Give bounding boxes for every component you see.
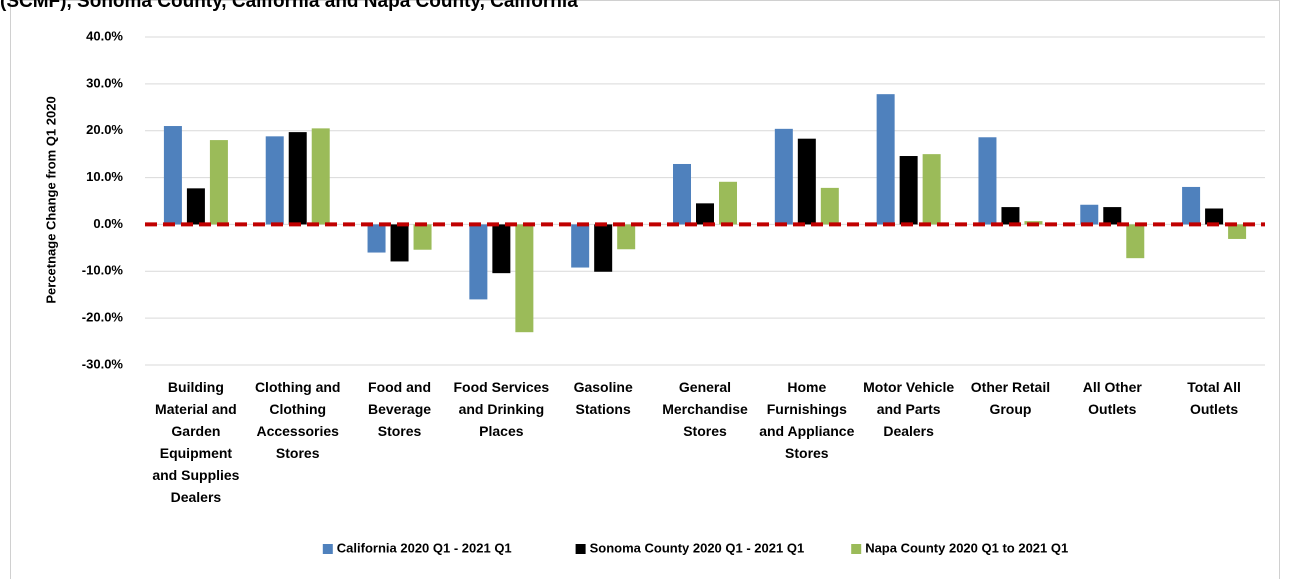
legend-swatch	[575, 544, 586, 554]
y-axis-title: Percetnage Change from Q1 2020	[43, 96, 58, 303]
bar	[922, 154, 941, 225]
bar	[390, 224, 409, 262]
chart-title: (SCMF), Sonoma County, California and Na…	[0, 0, 578, 12]
bar	[571, 224, 590, 268]
legend-swatch	[851, 544, 862, 554]
bar	[978, 137, 997, 225]
x-tick-label: Gasoline Stations	[573, 379, 633, 417]
bar	[288, 132, 307, 225]
bar	[492, 224, 511, 274]
bar	[673, 163, 691, 225]
bar	[1126, 224, 1145, 259]
bar	[265, 136, 284, 225]
bar	[1080, 204, 1099, 225]
x-tick-label: Other Retail Group	[970, 379, 1051, 417]
bar	[1103, 207, 1122, 225]
bar	[1228, 224, 1247, 239]
legend-label: Sonoma County 2020 Q1 - 2021 Q1	[590, 540, 805, 555]
y-tick-label: 10.0%	[86, 169, 123, 184]
bar	[413, 224, 432, 250]
bar	[899, 156, 918, 225]
bar	[774, 128, 793, 225]
y-tick-label: 30.0%	[86, 75, 123, 90]
y-tick-label: 40.0%	[86, 28, 123, 43]
bar	[876, 94, 895, 225]
bar	[186, 188, 205, 225]
x-tick-label: Food Services and Drinking Places	[453, 379, 550, 439]
x-tick-label: Total All Outlets	[1187, 379, 1241, 417]
bar	[469, 224, 488, 300]
bar	[311, 128, 330, 225]
bar	[1001, 207, 1020, 225]
y-tick-label: 0.0%	[93, 216, 123, 231]
legend-swatch	[322, 544, 333, 554]
x-tick-label: Home Furnishings and Appliance Stores	[759, 379, 855, 461]
bar	[594, 224, 613, 272]
x-tick-label: Building Material and Garden Equipment a…	[152, 379, 240, 505]
y-tick-label: -20.0%	[82, 310, 124, 325]
bar	[515, 224, 534, 333]
x-tick-label: Clothing and Clothing Accessories Stores	[254, 379, 341, 461]
bar	[719, 181, 737, 225]
x-tick-label: Food and Beverage Stores	[368, 379, 432, 439]
x-tick-label: Motor Vehicle and Parts Dealers	[863, 379, 955, 439]
x-tick-label: General Merchandise Stores	[662, 379, 748, 439]
bar	[1205, 208, 1224, 225]
bar	[163, 126, 182, 225]
bar	[367, 224, 386, 253]
bar	[617, 224, 636, 250]
bar	[209, 140, 228, 225]
y-tick-label: -30.0%	[82, 356, 124, 371]
bar	[820, 187, 839, 225]
y-tick-label: 20.0%	[86, 122, 123, 137]
legend-label: Napa County 2020 Q1 to 2021 Q1	[865, 540, 1068, 555]
bar	[797, 138, 816, 225]
bar	[696, 203, 714, 225]
x-tick-label: All Other Outlets	[1082, 379, 1142, 417]
chart-border	[10, 0, 1280, 579]
y-tick-label: -10.0%	[82, 263, 124, 278]
legend-label: California 2020 Q1 - 2021 Q1	[337, 540, 512, 555]
bar	[1182, 186, 1201, 225]
